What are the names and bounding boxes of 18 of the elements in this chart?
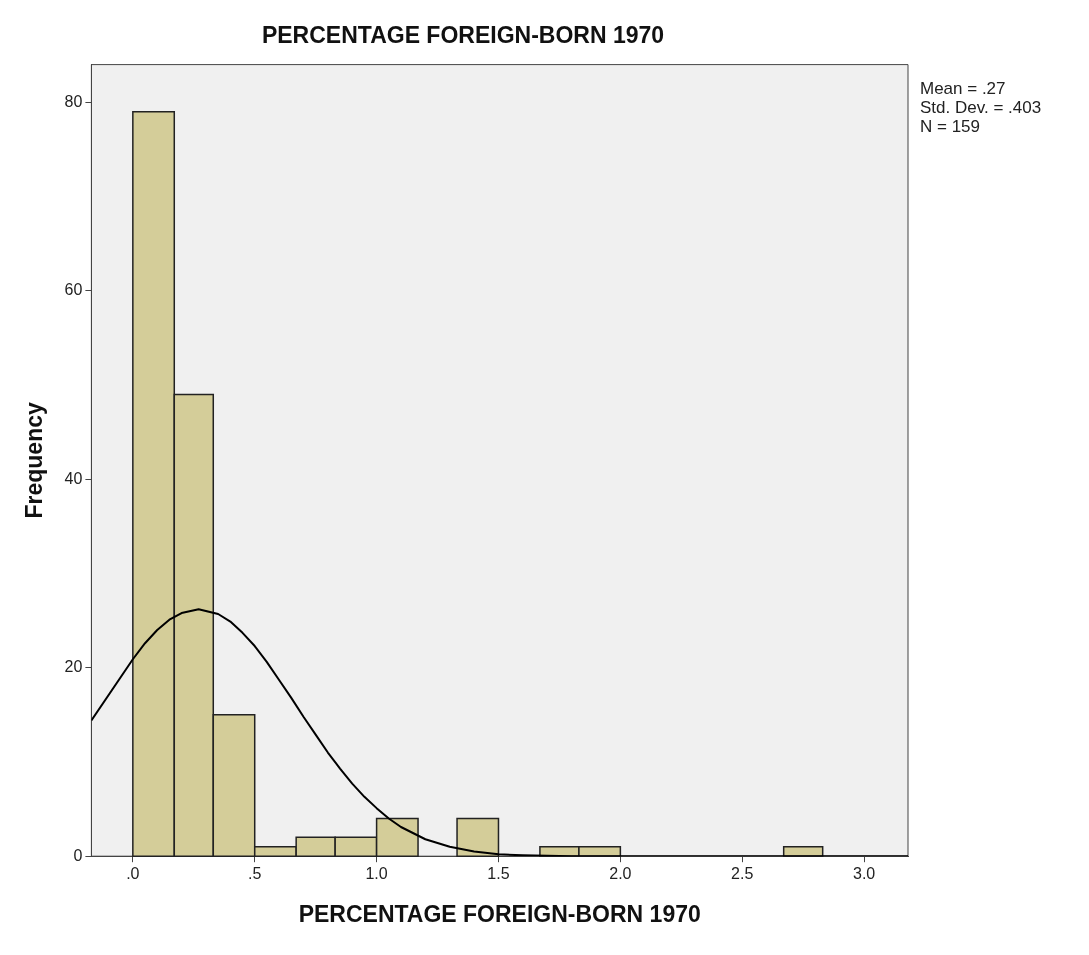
y-axis-title: Frequency (21, 402, 48, 519)
x-tick-label: 1.5 (487, 865, 510, 883)
text: N = 159 (920, 116, 981, 136)
text: Std. Dev. = .403 (920, 97, 1042, 117)
y-tick-label: 40 (64, 469, 83, 487)
y-tick-label: 20 (64, 658, 83, 676)
text: Mean = .27 (920, 78, 1006, 98)
y-tick-label: 80 (64, 92, 83, 110)
chart-title: PERCENTAGE FOREIGN-BORN 1970 (261, 22, 665, 49)
x-tick-label: 3.0 (853, 865, 876, 883)
y-tick-label: 60 (64, 281, 83, 299)
y-tick-label: 0 (73, 846, 83, 864)
x-tick-label: 2.0 (609, 865, 632, 883)
x-tick-label: 1.0 (365, 865, 388, 883)
x-tick-label: .5 (248, 865, 262, 883)
x-tick-label: .0 (126, 865, 140, 883)
x-tick-label: 2.5 (731, 865, 754, 883)
x-axis-title: PERCENTAGE FOREIGN-BORN 1970 (298, 900, 701, 927)
